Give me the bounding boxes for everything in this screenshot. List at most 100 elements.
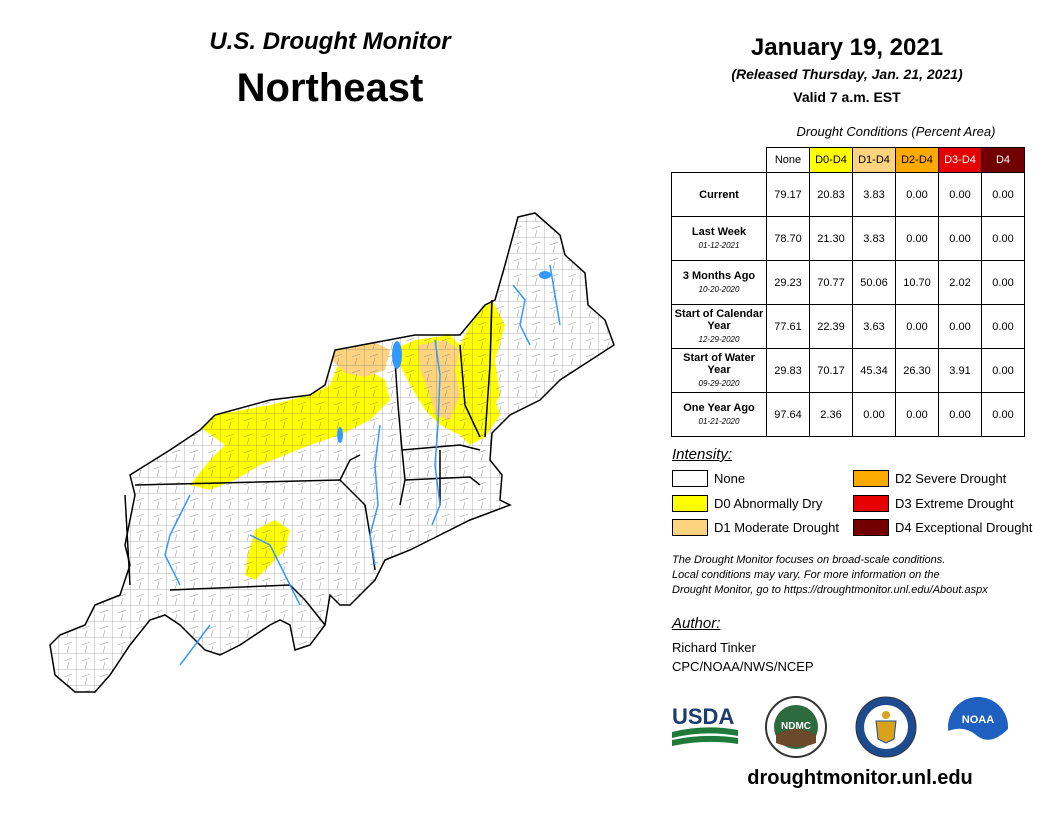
table-cell: 0.00 [852,392,896,437]
table-row: One Year Ago 01-21-2020 97.64 2.36 0.00 0.00 0… [671,392,1025,437]
row-label: Start of Calendar Year 12-29-2020 [671,304,767,349]
col-d2-d4: D2-D4 [895,147,939,173]
table-cell: 97.64 [766,392,810,437]
table-row: Start of Water Year 09-29-2020 29.83 70.17 4… [671,348,1025,393]
usda-logo: USDA [672,704,738,746]
map-title: Northeast [236,66,424,110]
noaa-logo: NOAA [948,697,1009,759]
legend-label: D1 Moderate Drought [714,520,840,535]
table-header-row: None D0-D4 D1-D4 D2-D4 D3-D4 D4 [672,147,1025,173]
table-cell: 3.63 [852,304,896,349]
disclaimer-note: The Drought Monitor focuses on broad-sca… [672,553,1042,598]
row-date: 01-12-2021 [698,240,740,250]
row-label: Start of Water Year 09-29-2020 [671,348,767,393]
row-date: 12-29-2020 [698,334,740,344]
legend-swatch [672,470,708,487]
table-cell: 20.83 [809,172,853,217]
note-line: The Drought Monitor focuses on broad-sca… [672,554,946,566]
legend-item-d0: D0 Abnormally Dry [672,495,822,512]
footer-url[interactable]: droughtmonitor.unl.edu [747,767,973,789]
table-cell: 3.83 [852,172,896,217]
table-cell: 3.91 [938,348,982,393]
table-caption: Drought Conditions (Percent Area) [796,124,996,139]
lakes [337,271,551,443]
row-date: 10-20-2020 [698,284,740,294]
author-org: CPC/NOAA/NWS/NCEP [672,659,814,674]
legend-heading: Intensity: [672,446,733,463]
table-cell: 0.00 [895,172,939,217]
author-heading: Author: [672,615,721,632]
table-cell: 3.83 [852,216,896,261]
note-line: Drought Monitor, go to https://droughtmo… [672,584,988,596]
row-label: One Year Ago 01-21-2020 [671,392,767,437]
svg-text:NOAA: NOAA [962,714,994,726]
legend-item-d3: D3 Extreme Drought [853,495,1014,512]
col-d3-d4: D3-D4 [938,147,982,173]
legend-item-d2: D2 Severe Drought [853,470,1006,487]
legend-swatch [672,519,708,536]
table-row: Current 79.17 20.83 3.83 0.00 0.00 0.00 [671,172,1025,217]
table-row: Last Week 01-12-2021 78.70 21.30 3.83 0.00 0.0… [671,216,1025,261]
table-cell: 26.30 [895,348,939,393]
legend-swatch [672,495,708,512]
svg-text:NDMC: NDMC [781,721,811,732]
author-block: Richard Tinker CPC/NOAA/NWS/NCEP [672,638,814,676]
table-cell: 0.00 [981,392,1025,437]
table-cell: 29.23 [766,260,810,305]
region-outline [49,212,615,693]
table-cell: 29.83 [766,348,810,393]
table-cell: 2.36 [809,392,853,437]
legend-swatch [853,470,889,487]
table-row: Start of Calendar Year 12-29-2020 77.61 22.… [671,304,1025,349]
legend-swatch [853,495,889,512]
row-label: 3 Months Ago 10-20-2020 [671,260,767,305]
svg-text:USDA: USDA [672,704,734,729]
col-d0-d4: D0-D4 [809,147,853,173]
table-cell: 0.00 [938,216,982,261]
drought-stats-table: None D0-D4 D1-D4 D2-D4 D3-D4 D4 Current 7… [671,147,1025,437]
table-cell: 0.00 [981,216,1025,261]
table-cell: 77.61 [766,304,810,349]
table-cell: 21.30 [809,216,853,261]
legend-label: D0 Abnormally Dry [714,496,823,511]
note-line: Local conditions may vary. For more info… [672,569,940,581]
table-cell: 45.34 [852,348,896,393]
table-cell: 78.70 [766,216,810,261]
table-cell: 0.00 [938,392,982,437]
legend-item-none: None [672,470,745,487]
col-none: None [766,147,810,173]
table-row: 3 Months Ago 10-20-2020 29.23 70.77 50.06 10.… [671,260,1025,305]
table-corner [672,148,767,173]
map-subtitle: U.S. Drought Monitor [209,28,451,55]
legend-swatch [853,519,889,536]
table-cell: 0.00 [981,348,1025,393]
legend-label: D2 Severe Drought [895,471,1007,486]
table-cell: 0.00 [981,172,1025,217]
table-cell: 0.00 [981,304,1025,349]
map-date: January 19, 2021 [750,34,944,61]
legend-item-d4: D4 Exceptional Drought [853,519,1032,536]
legend-label: None [714,471,746,486]
row-date: 09-29-2020 [698,378,740,388]
rivers [164,264,561,666]
table-cell: 0.00 [938,304,982,349]
legend-label: D3 Extreme Drought [895,496,1014,511]
table-cell: 10.70 [895,260,939,305]
table-cell: 0.00 [895,216,939,261]
legend-label: D4 Exceptional Drought [895,520,1033,535]
table-cell: 0.00 [981,260,1025,305]
table-cell: 0.00 [895,304,939,349]
ndmc-logo: NDMC [765,696,827,758]
table-cell: 50.06 [852,260,896,305]
row-label: Last Week 01-12-2021 [671,216,767,261]
valid-time: Valid 7 a.m. EST [793,89,901,105]
table-cell: 0.00 [938,172,982,217]
table-cell: 70.77 [809,260,853,305]
table-cell: 2.02 [938,260,982,305]
author-name: Richard Tinker [672,640,756,655]
row-date: 01-21-2020 [698,416,740,426]
col-d4: D4 [981,147,1025,173]
legend-item-d1: D1 Moderate Drought [672,519,839,536]
release-date: (Released Thursday, Jan. 21, 2021) [731,66,963,82]
row-label: Current [671,172,767,217]
